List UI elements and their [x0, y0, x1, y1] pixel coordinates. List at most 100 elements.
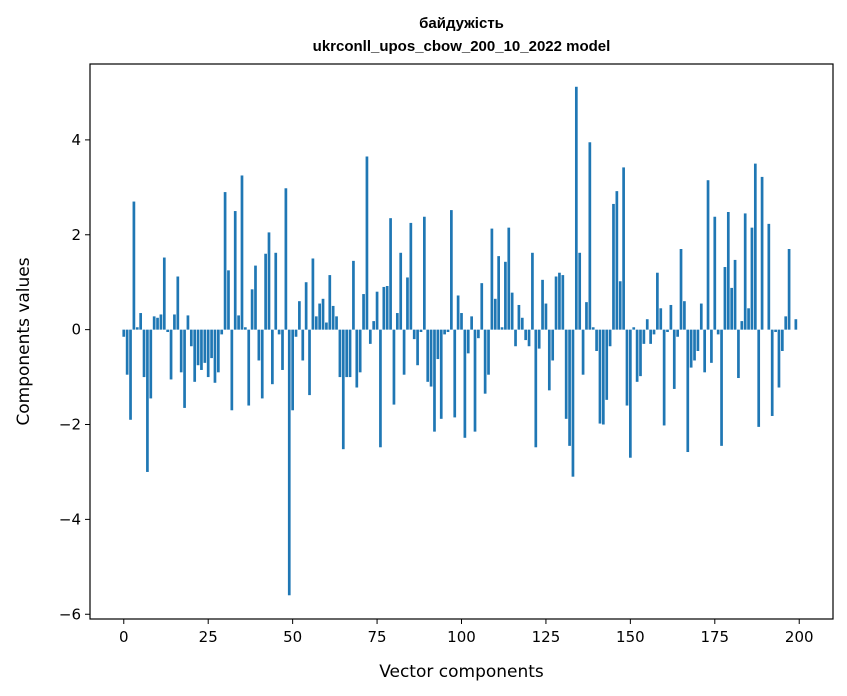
bar: [629, 329, 632, 458]
bar: [132, 201, 136, 330]
bar: [601, 329, 605, 425]
bar: [662, 329, 666, 426]
bar: [169, 329, 173, 380]
bar: [135, 327, 139, 330]
x-tick-label: 125: [532, 628, 561, 646]
bar: [767, 223, 771, 330]
bar: [615, 191, 619, 330]
bar: [730, 287, 734, 330]
bar: [122, 329, 126, 337]
chart-subtitle: ukrconll_upos_cbow_200_10_2022 model: [313, 38, 611, 55]
bar: [710, 329, 713, 363]
bar: [237, 315, 240, 330]
bar: [250, 289, 254, 330]
bar: [774, 329, 777, 333]
bar: [618, 281, 622, 330]
bar: [365, 156, 369, 330]
bar: [328, 275, 332, 330]
bar: [639, 329, 642, 377]
bar: [733, 259, 737, 330]
bar: [331, 305, 335, 330]
bar: [608, 329, 612, 347]
bar: [284, 188, 288, 330]
bar: [477, 329, 480, 339]
bar: [423, 216, 426, 330]
bar: [156, 317, 159, 330]
bar: [176, 276, 180, 330]
x-axis-label: Vector components: [379, 662, 544, 682]
bar: [183, 329, 186, 408]
bar: [345, 329, 349, 378]
bar: [558, 272, 561, 330]
bar: [173, 314, 176, 330]
bar: [706, 180, 710, 330]
bar: [271, 329, 274, 385]
bar: [203, 329, 207, 363]
bar: [591, 327, 595, 330]
bar: [689, 329, 693, 368]
bar: [257, 329, 261, 361]
bar: [406, 277, 409, 330]
bar: [561, 275, 565, 330]
bar: [483, 329, 487, 394]
bar: [534, 329, 538, 448]
bar: [686, 329, 690, 453]
bar: [193, 329, 197, 382]
bar: [311, 258, 315, 330]
bar: [470, 316, 473, 330]
bar: [740, 321, 744, 330]
bar: [294, 329, 298, 337]
bar: [392, 329, 396, 405]
bar: [676, 329, 679, 337]
bar: [125, 329, 129, 375]
bars-group: [122, 86, 798, 596]
bar: [770, 329, 774, 416]
bar: [443, 329, 446, 335]
bar: [260, 329, 264, 399]
bar: [578, 252, 582, 330]
x-tick-label: 25: [199, 628, 218, 646]
x-axis-ticks: 0 25 50 75 100 125 150 175 200: [119, 619, 814, 646]
bar: [375, 291, 379, 330]
bar: [747, 308, 750, 330]
bar: [642, 329, 646, 344]
bar: [210, 329, 213, 359]
bar: [537, 329, 541, 349]
bar: [666, 329, 669, 333]
bar: [480, 283, 484, 330]
bar: [341, 329, 345, 450]
bar: [412, 329, 416, 340]
bar: [247, 329, 251, 406]
bar: [605, 329, 609, 400]
bar: [463, 329, 467, 438]
bar: [564, 329, 568, 419]
bar: [395, 313, 399, 330]
bar: [321, 298, 325, 330]
x-tick-label: 75: [368, 628, 387, 646]
bar: [635, 329, 639, 382]
bar: [787, 249, 791, 330]
bar: [625, 329, 629, 406]
bar: [497, 256, 500, 330]
bar: [298, 301, 301, 330]
bar: [659, 308, 663, 330]
bar: [713, 216, 717, 330]
bar: [466, 329, 470, 354]
bar: [436, 329, 440, 360]
bar: [595, 329, 598, 351]
bar: [514, 329, 517, 347]
bar: [504, 261, 507, 330]
bar: [179, 329, 183, 373]
bar: [139, 313, 143, 330]
bar: [507, 227, 511, 330]
bar: [206, 329, 210, 378]
y-tick-label: −2: [59, 416, 81, 434]
bar: [726, 212, 730, 330]
bar: [794, 319, 798, 330]
bar: [554, 276, 558, 330]
bar: [500, 327, 504, 330]
bar: [669, 304, 673, 330]
y-tick-label: 0: [71, 321, 81, 339]
bar: [517, 304, 521, 330]
bar: [227, 270, 230, 330]
